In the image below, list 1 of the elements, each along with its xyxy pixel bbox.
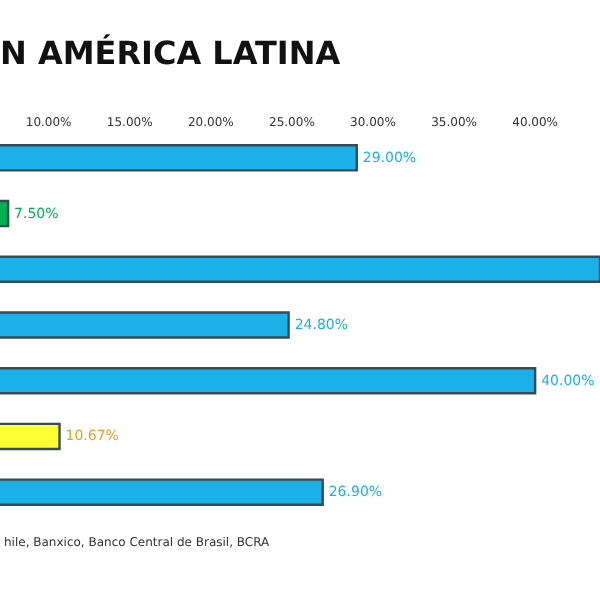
chart-title: N AMÉRICA LATINA bbox=[0, 34, 342, 73]
